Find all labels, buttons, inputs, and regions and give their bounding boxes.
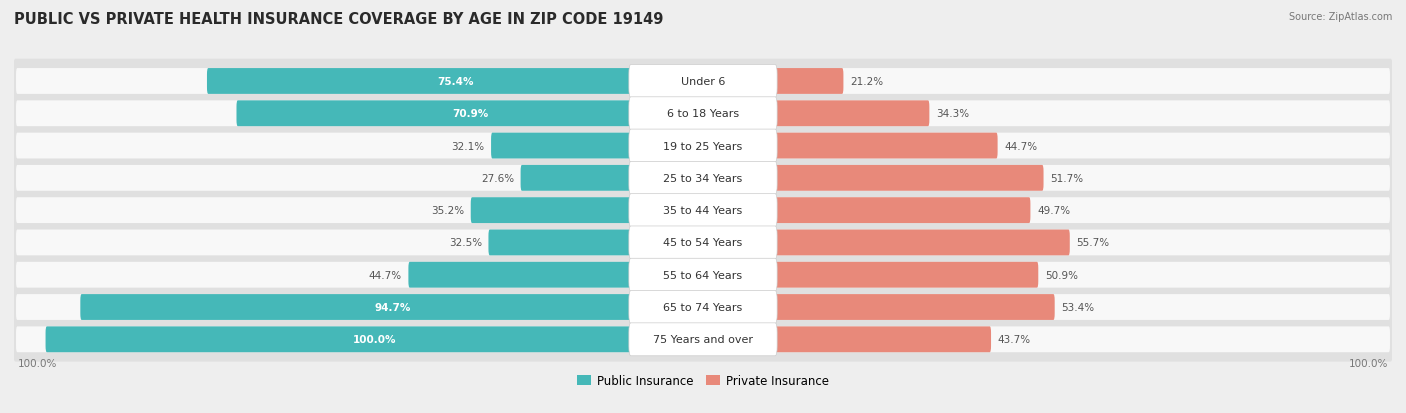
Text: 75 Years and over: 75 Years and over <box>652 335 754 344</box>
FancyBboxPatch shape <box>15 327 704 352</box>
Text: 27.6%: 27.6% <box>481 173 515 183</box>
Text: 6 to 18 Years: 6 to 18 Years <box>666 109 740 119</box>
FancyBboxPatch shape <box>628 259 778 292</box>
FancyBboxPatch shape <box>15 69 704 95</box>
FancyBboxPatch shape <box>702 294 1054 320</box>
FancyBboxPatch shape <box>702 327 991 352</box>
FancyBboxPatch shape <box>14 156 1392 201</box>
FancyBboxPatch shape <box>14 124 1392 169</box>
Text: 44.7%: 44.7% <box>1004 141 1038 151</box>
FancyBboxPatch shape <box>628 291 778 324</box>
FancyBboxPatch shape <box>702 101 929 127</box>
Text: PUBLIC VS PRIVATE HEALTH INSURANCE COVERAGE BY AGE IN ZIP CODE 19149: PUBLIC VS PRIVATE HEALTH INSURANCE COVER… <box>14 12 664 27</box>
Text: 53.4%: 53.4% <box>1062 302 1094 312</box>
FancyBboxPatch shape <box>702 133 998 159</box>
FancyBboxPatch shape <box>702 327 1391 352</box>
FancyBboxPatch shape <box>702 166 1043 191</box>
FancyBboxPatch shape <box>15 101 704 127</box>
Legend: Public Insurance, Private Insurance: Public Insurance, Private Insurance <box>572 369 834 392</box>
FancyBboxPatch shape <box>236 101 704 127</box>
FancyBboxPatch shape <box>702 198 1031 223</box>
Text: Source: ZipAtlas.com: Source: ZipAtlas.com <box>1288 12 1392 22</box>
Text: 65 to 74 Years: 65 to 74 Years <box>664 302 742 312</box>
FancyBboxPatch shape <box>702 262 1038 288</box>
FancyBboxPatch shape <box>15 262 704 288</box>
Text: 49.7%: 49.7% <box>1038 206 1070 216</box>
Text: 32.1%: 32.1% <box>451 141 485 151</box>
Text: 50.9%: 50.9% <box>1045 270 1078 280</box>
Text: 34.3%: 34.3% <box>936 109 969 119</box>
FancyBboxPatch shape <box>628 323 778 356</box>
FancyBboxPatch shape <box>15 294 704 320</box>
FancyBboxPatch shape <box>207 69 704 95</box>
FancyBboxPatch shape <box>702 133 1391 159</box>
FancyBboxPatch shape <box>14 221 1392 265</box>
FancyBboxPatch shape <box>80 294 704 320</box>
FancyBboxPatch shape <box>14 317 1392 362</box>
FancyBboxPatch shape <box>702 262 1391 288</box>
FancyBboxPatch shape <box>702 230 1070 256</box>
Text: 21.2%: 21.2% <box>851 77 883 87</box>
FancyBboxPatch shape <box>702 69 844 95</box>
Text: 94.7%: 94.7% <box>374 302 411 312</box>
FancyBboxPatch shape <box>45 327 704 352</box>
FancyBboxPatch shape <box>702 294 1391 320</box>
FancyBboxPatch shape <box>14 253 1392 297</box>
Text: 45 to 54 Years: 45 to 54 Years <box>664 238 742 248</box>
FancyBboxPatch shape <box>15 166 704 191</box>
FancyBboxPatch shape <box>628 65 778 98</box>
Text: 70.9%: 70.9% <box>453 109 488 119</box>
Text: 100.0%: 100.0% <box>353 335 396 344</box>
FancyBboxPatch shape <box>15 133 704 159</box>
Text: 43.7%: 43.7% <box>998 335 1031 344</box>
Text: 32.5%: 32.5% <box>449 238 482 248</box>
FancyBboxPatch shape <box>520 166 704 191</box>
FancyBboxPatch shape <box>702 166 1391 191</box>
FancyBboxPatch shape <box>702 69 1391 95</box>
Text: 25 to 34 Years: 25 to 34 Years <box>664 173 742 183</box>
FancyBboxPatch shape <box>14 92 1392 136</box>
FancyBboxPatch shape <box>488 230 704 256</box>
FancyBboxPatch shape <box>628 130 778 163</box>
FancyBboxPatch shape <box>628 194 778 227</box>
FancyBboxPatch shape <box>702 101 1391 127</box>
FancyBboxPatch shape <box>491 133 704 159</box>
FancyBboxPatch shape <box>408 262 704 288</box>
FancyBboxPatch shape <box>471 198 704 223</box>
Text: 75.4%: 75.4% <box>437 77 474 87</box>
Text: 35 to 44 Years: 35 to 44 Years <box>664 206 742 216</box>
FancyBboxPatch shape <box>628 162 778 195</box>
Text: 100.0%: 100.0% <box>1350 358 1389 368</box>
Text: 19 to 25 Years: 19 to 25 Years <box>664 141 742 151</box>
Text: 100.0%: 100.0% <box>17 358 56 368</box>
FancyBboxPatch shape <box>14 285 1392 330</box>
FancyBboxPatch shape <box>628 97 778 131</box>
Text: 44.7%: 44.7% <box>368 270 402 280</box>
FancyBboxPatch shape <box>702 230 1391 256</box>
FancyBboxPatch shape <box>628 226 778 259</box>
FancyBboxPatch shape <box>14 188 1392 233</box>
FancyBboxPatch shape <box>14 59 1392 104</box>
Text: Under 6: Under 6 <box>681 77 725 87</box>
Text: 51.7%: 51.7% <box>1050 173 1083 183</box>
FancyBboxPatch shape <box>702 198 1391 223</box>
Text: 35.2%: 35.2% <box>432 206 464 216</box>
FancyBboxPatch shape <box>15 230 704 256</box>
Text: 55.7%: 55.7% <box>1077 238 1109 248</box>
FancyBboxPatch shape <box>15 198 704 223</box>
Text: 55 to 64 Years: 55 to 64 Years <box>664 270 742 280</box>
